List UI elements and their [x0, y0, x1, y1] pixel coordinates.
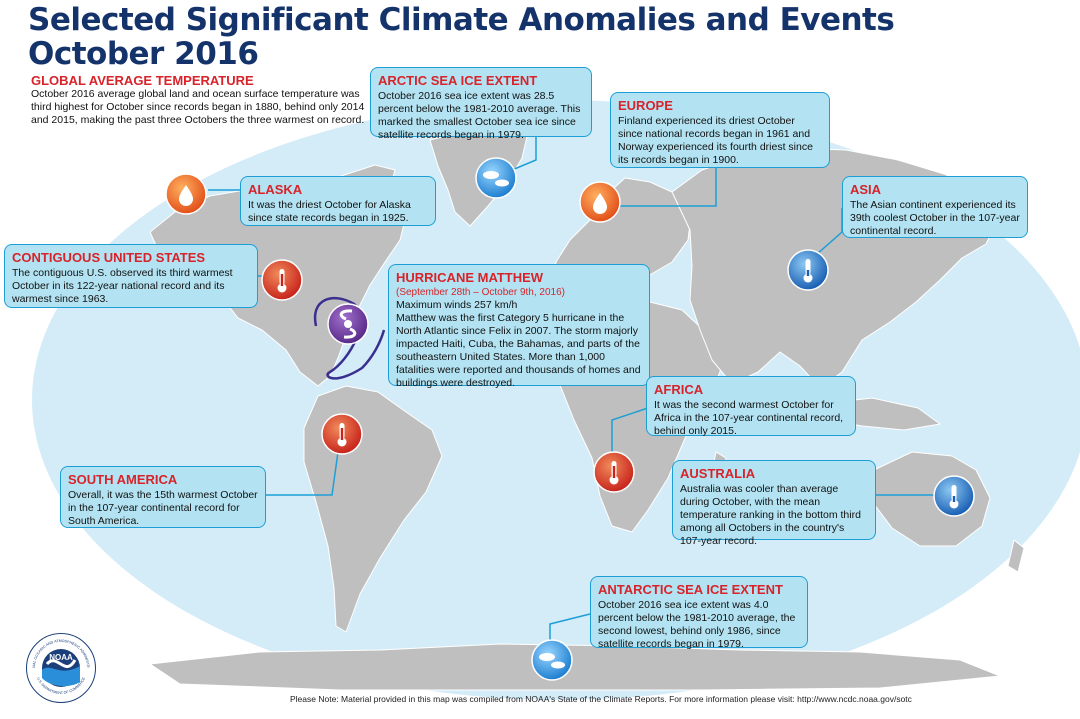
arctic-sea-ice-heading: ARCTIC SEA ICE EXTENT	[378, 73, 538, 88]
drought-drop-icon	[165, 173, 207, 215]
global-temperature-heading: GLOBAL AVERAGE TEMPERATURE	[31, 73, 254, 88]
hurricane-matthew-winds: Maximum winds 257 km/h	[396, 299, 518, 311]
leader-line-arctic	[511, 136, 537, 171]
thermometer-hot-icon	[321, 413, 363, 455]
australia-landmass	[873, 451, 991, 547]
hurricane-matthew-heading: HURRICANE MATTHEW	[396, 270, 544, 285]
thermometer-cold-icon	[787, 249, 829, 291]
asia-heading: ASIA	[850, 182, 882, 197]
hurricane-matthew-box: HURRICANE MATTHEW (September 28th – Octo…	[388, 264, 650, 389]
asia-box: ASIA The Asian continent experienced its…	[842, 176, 1028, 238]
sea-ice-icon	[475, 157, 517, 199]
page-subtitle: October 2016	[28, 36, 259, 72]
antarctic-sea-ice-text: October 2016 sea ice extent was 4.0 perc…	[598, 599, 796, 650]
arctic-sea-ice-box: ARCTIC SEA ICE EXTENT October 2016 sea i…	[370, 67, 592, 141]
australia-box: AUSTRALIA Australia was cooler than aver…	[672, 460, 876, 547]
australia-text: Australia was cooler than average during…	[680, 483, 861, 547]
thermometer-hot-icon	[261, 259, 303, 301]
source-footnote: Please Note: Material provided in this m…	[290, 694, 912, 704]
noaa-logo: NOAA NATIONAL OCEANIC AND ATMOSPHERIC AD…	[26, 631, 96, 703]
south-america-text: Overall, it was the 15th warmest October…	[68, 489, 258, 527]
africa-text: It was the second warmest October for Af…	[654, 399, 844, 437]
hurricane-icon	[327, 303, 369, 345]
page-title: Selected Significant Climate Anomalies a…	[28, 2, 895, 38]
africa-heading: AFRICA	[654, 382, 704, 397]
sea-ice-icon	[531, 639, 573, 681]
contiguous-us-text: The contiguous U.S. observed its third w…	[12, 267, 233, 305]
europe-box: EUROPE Finland experienced its driest Oc…	[610, 92, 830, 168]
antarctica-landmass	[149, 643, 1001, 691]
thermometer-cold-icon	[933, 475, 975, 517]
africa-box: AFRICA It was the second warmest October…	[646, 376, 856, 437]
alaska-box: ALASKA It was the driest October for Ala…	[240, 176, 436, 226]
europe-heading: EUROPE	[618, 98, 673, 113]
noaa-seal: NOAA NATIONAL OCEANIC AND ATMOSPHERIC AD…	[26, 631, 90, 695]
asia-text: The Asian continent experienced its 39th…	[850, 199, 1020, 237]
drought-drop-icon	[579, 181, 621, 223]
leader-line-africa	[611, 407, 649, 456]
leader-line-europe	[612, 168, 717, 207]
antarctic-sea-ice-heading: ANTARCTIC SEA ICE EXTENT	[598, 582, 783, 597]
contiguous-us-box: CONTIGUOUS UNITED STATES The contiguous …	[4, 244, 258, 308]
antarctic-sea-ice-box: ANTARCTIC SEA ICE EXTENT October 2016 se…	[590, 576, 808, 650]
europe-text: Finland experienced its driest October s…	[618, 115, 813, 166]
contiguous-us-heading: CONTIGUOUS UNITED STATES	[12, 250, 206, 265]
global-temperature-text: October 2016 average global land and oce…	[31, 88, 365, 126]
arctic-sea-ice-text: October 2016 sea ice extent was 28.5 per…	[378, 90, 581, 141]
australia-heading: AUSTRALIA	[680, 466, 756, 481]
alaska-heading: ALASKA	[248, 182, 303, 197]
south-america-box: SOUTH AMERICA Overall, it was the 15th w…	[60, 466, 266, 528]
hurricane-matthew-text: Matthew was the first Category 5 hurrica…	[396, 312, 641, 389]
leader-line-south-america	[266, 451, 339, 496]
noaa-wordmark: NOAA	[49, 653, 73, 662]
new-zealand-landmass	[1007, 539, 1025, 573]
south-america-heading: SOUTH AMERICA	[68, 472, 178, 487]
hurricane-track	[313, 296, 386, 380]
thermometer-hot-icon	[593, 451, 635, 493]
alaska-text: It was the driest October for Alaska sin…	[248, 199, 411, 224]
hurricane-matthew-dates: (September 28th – October 9th, 2016)	[396, 287, 565, 298]
